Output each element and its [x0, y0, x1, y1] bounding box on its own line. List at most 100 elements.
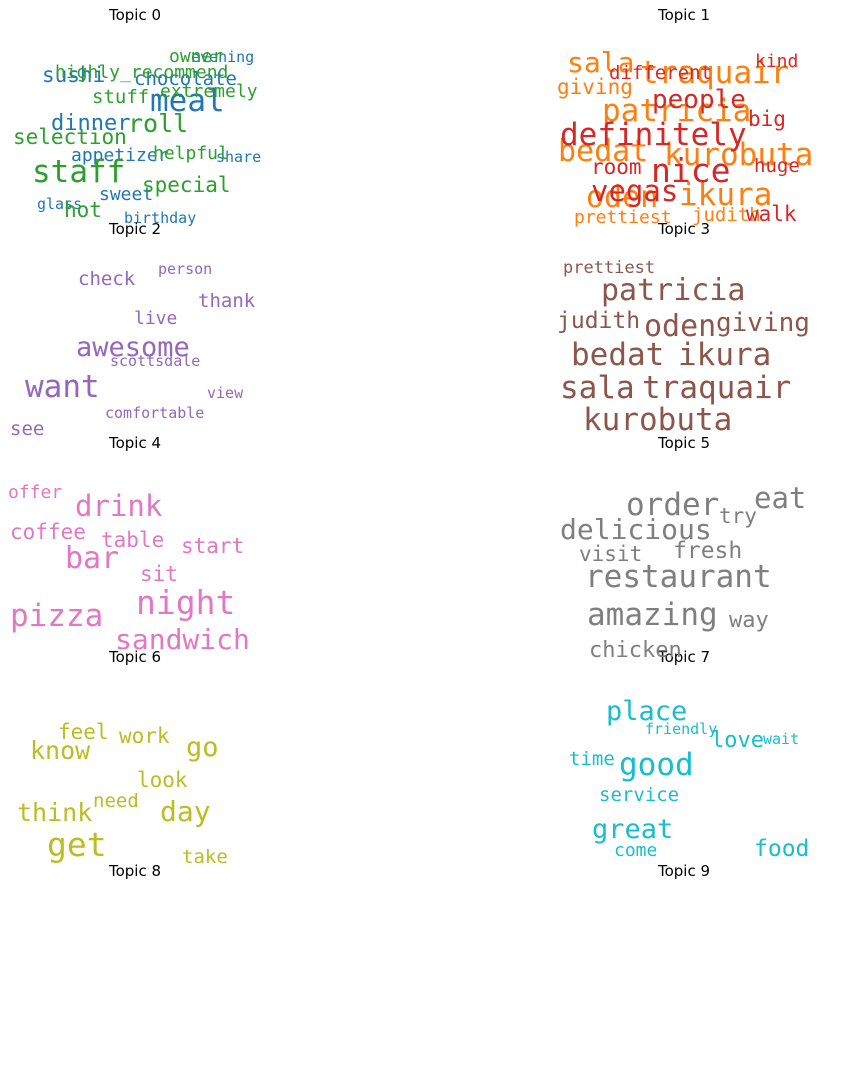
topic-title: Topic 3 — [657, 220, 711, 238]
topic-title: Topic 7 — [657, 648, 711, 666]
topic-word: traquair — [642, 370, 792, 406]
topic-word: evening — [191, 48, 255, 66]
topic-title: Topic 0 — [108, 6, 162, 24]
topic-word: kurobuta — [583, 402, 733, 438]
topic-word: room — [591, 155, 642, 179]
topic-word: start — [181, 534, 245, 558]
topic-panel: Topic 5 prettiest patricia judith oden giving… — [549, 260, 849, 642]
topic-word: see — [10, 418, 45, 440]
topic-word: different — [609, 62, 712, 84]
topic-word: day — [160, 795, 211, 828]
topic-word: patricia — [602, 93, 752, 129]
topic-word: kind — [755, 51, 799, 72]
topic-word: food — [754, 836, 810, 862]
topic-word: sit — [140, 562, 178, 586]
topic-title: Topic 5 — [657, 434, 711, 452]
topic-word: visit — [579, 542, 643, 566]
topic-word: people — [652, 85, 746, 115]
topic-word: staff — [32, 154, 126, 190]
topic-word: time — [569, 748, 615, 770]
topic-word: look — [137, 768, 188, 792]
topic-panel: Topic 2 owner highly_recommend stuff extreme… — [0, 48, 300, 428]
topic-word: sushi — [42, 63, 106, 87]
topic-word: dinner — [51, 111, 131, 136]
topic-word: walk — [746, 202, 797, 226]
topic-word: want — [25, 369, 100, 405]
topic-word: work — [119, 724, 170, 748]
topic-word: traquair — [640, 55, 790, 91]
topic-word: pizza — [10, 598, 104, 634]
topic-word: friendly — [645, 720, 718, 738]
topic-word: prettiest — [563, 258, 656, 278]
topic-word: glass — [37, 195, 83, 213]
topic-word: helpful — [153, 143, 229, 164]
topic-word: person — [158, 260, 213, 278]
topic-title: Topic 6 — [108, 648, 162, 666]
topic-word: coffee — [10, 520, 86, 544]
topic-word: scottsdale — [110, 352, 201, 370]
topic-word: nice — [651, 151, 731, 190]
topic-word: order — [626, 487, 720, 523]
topic-word: meal — [150, 83, 225, 119]
topic-title: Topic 9 — [657, 862, 711, 880]
topic-word: oden — [586, 180, 659, 215]
topic-word: hot — [64, 198, 102, 222]
topic-word: giving — [557, 75, 633, 99]
topic-word: vegas — [591, 174, 679, 208]
topic-word: giving — [716, 308, 810, 338]
topic-word: sweet — [99, 184, 154, 205]
topic-word: good — [619, 747, 694, 783]
topic-panel: Topic 9 place friendly love wait time good serv… — [549, 698, 849, 1070]
topic-word: awesome — [76, 332, 190, 363]
topic-word: bar — [65, 541, 120, 576]
topic-word: love — [711, 728, 764, 753]
topic-word: appetizer — [71, 145, 169, 166]
topic-word: feel — [58, 720, 109, 744]
topic-word: try — [719, 504, 757, 528]
topic-word: amazing — [587, 597, 718, 633]
topic-word: definitely — [560, 117, 747, 153]
topic-word: eat — [754, 481, 807, 515]
topic-word: sandwich — [115, 623, 250, 656]
topic-word: night — [136, 583, 236, 622]
topic-title: Topic 1 — [657, 6, 711, 24]
topic-word: know — [30, 736, 91, 765]
topic-panel: Topic 0 meal dinner sushi chocolate evening ap… — [0, 0, 300, 226]
topic-word: think — [17, 798, 93, 827]
topic-word: service — [599, 784, 680, 806]
topic-word: prettiest — [574, 207, 672, 228]
topic-word: roll — [128, 109, 189, 138]
topic-word: bedat — [558, 134, 649, 169]
topic-word: sala — [567, 46, 635, 79]
topic-word: stuff — [92, 86, 150, 108]
topic-word: place — [606, 696, 688, 727]
topic-word: wait — [763, 730, 800, 748]
topic-panel: Topic 7 order eat delicious try visit fresh res… — [549, 484, 849, 856]
topic-panel: Topic 6 offer drink coffee table start bar sit n… — [0, 484, 300, 856]
topic-word: restaurant — [585, 559, 772, 595]
topic-word: special — [142, 173, 231, 197]
topic-word: birthday — [124, 209, 197, 227]
topic-word: fresh — [673, 538, 743, 564]
topic-word: come — [614, 840, 658, 861]
topic-title: Topic 4 — [108, 434, 162, 452]
topic-word: kurobuta — [664, 137, 814, 173]
topic-word: live — [134, 308, 178, 329]
topic-word: bedat — [571, 337, 665, 373]
topic-word: need — [93, 790, 139, 812]
topic-word: great — [592, 814, 674, 845]
topic-panel: Topic 3 different kind people big definitely r… — [549, 53, 849, 428]
topic-title: Topic 2 — [108, 220, 162, 238]
topic-word: way — [729, 608, 769, 633]
topic-panel: Topic 1 sala traquair giving patricia bedat ku… — [549, 0, 849, 227]
topic-word: chocolate — [134, 68, 237, 90]
topic-panel: Topic 8 feel work know go look need think day get… — [0, 722, 300, 1070]
topic-word: get — [47, 825, 107, 864]
topic-word: check — [78, 268, 136, 290]
topic-word: go — [186, 732, 219, 763]
topic-word: judith — [557, 308, 641, 334]
topic-word: huge — [754, 155, 800, 177]
topic-word: highly_recommend — [55, 62, 229, 83]
topic-word: big — [748, 107, 786, 131]
topic-word: drink — [75, 489, 163, 523]
